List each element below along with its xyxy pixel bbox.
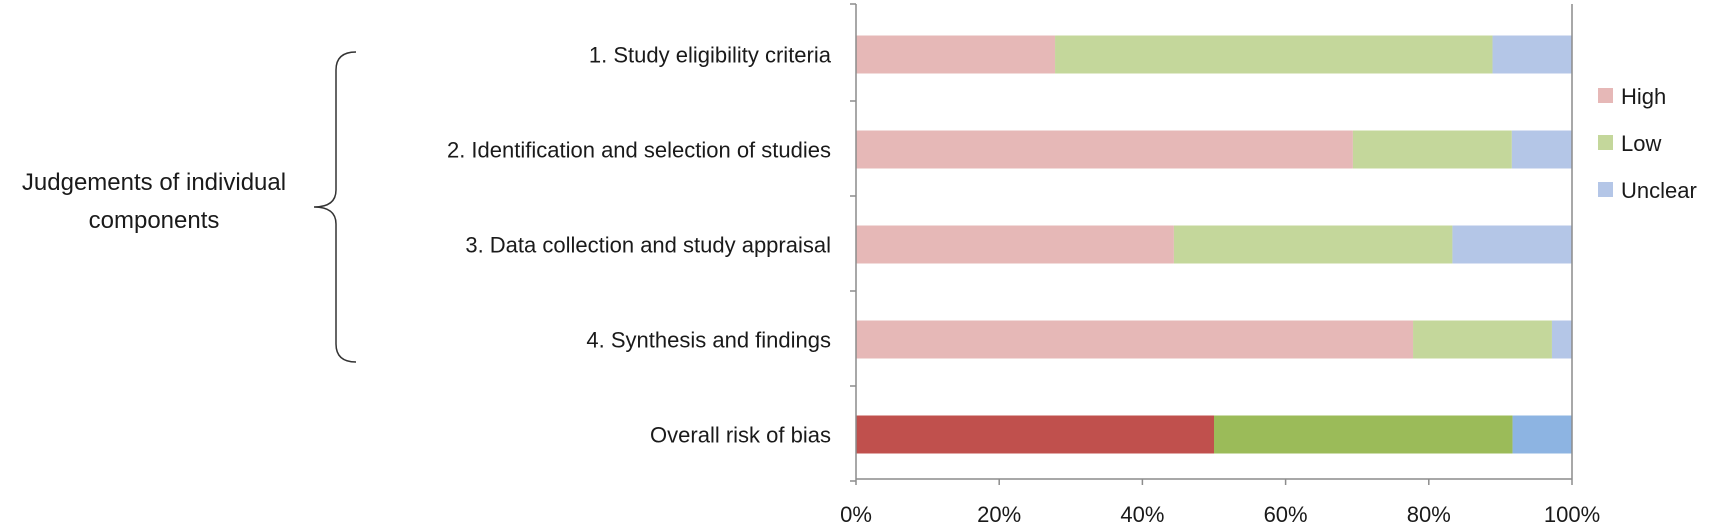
- x-tick-label: 0%: [840, 502, 872, 527]
- x-tick-label: 40%: [1120, 502, 1164, 527]
- bar-high-1: [856, 130, 1353, 169]
- bar-unclear-2: [1452, 225, 1572, 264]
- category-labels: 1. Study eligibility criteria 2. Identifi…: [447, 43, 832, 448]
- bar-high-3: [856, 320, 1414, 359]
- bar-high-4: [856, 415, 1214, 454]
- bar-high-0: [856, 35, 1056, 74]
- group-label-line-0: Judgements of individual: [22, 169, 286, 196]
- legend-label-high: High: [1621, 84, 1666, 109]
- legend-swatch-high: [1598, 88, 1613, 103]
- x-tick-label: 80%: [1407, 502, 1451, 527]
- bar-low-0: [1055, 35, 1493, 74]
- group-label-line-1: components: [89, 207, 220, 234]
- bar-low-4: [1214, 415, 1513, 454]
- bar-unclear-1: [1511, 130, 1572, 169]
- x-tick-label: 100%: [1544, 502, 1600, 527]
- bar-unclear-3: [1551, 320, 1572, 359]
- legend-swatch-low: [1598, 135, 1613, 150]
- category-label-0: 1. Study eligibility criteria: [589, 43, 832, 68]
- x-tick-label: 60%: [1264, 502, 1308, 527]
- category-label-3: 4. Synthesis and findings: [586, 328, 831, 353]
- bar-unclear-0: [1492, 35, 1572, 74]
- bar-low-3: [1413, 320, 1552, 359]
- x-tick-labels: 0% 20% 40% 60% 80% 100%: [840, 502, 1600, 527]
- category-label-2: 3. Data collection and study appraisal: [465, 233, 831, 258]
- bars-layer: [856, 35, 1572, 454]
- curly-brace: [313, 51, 357, 363]
- legend-swatch-unclear: [1598, 182, 1613, 197]
- bar-unclear-4: [1512, 415, 1572, 454]
- group-annotation: Judgements of individual components: [22, 51, 357, 363]
- legend-label-unclear: Unclear: [1621, 178, 1697, 203]
- bar-low-1: [1352, 130, 1512, 169]
- x-tick-label: 20%: [977, 502, 1021, 527]
- axis-layer: [850, 3, 1573, 485]
- bar-low-2: [1173, 225, 1453, 264]
- category-label-4: Overall risk of bias: [650, 423, 831, 448]
- legend: High Low Unclear: [1598, 84, 1697, 203]
- legend-label-low: Low: [1621, 131, 1661, 156]
- bar-high-2: [856, 225, 1174, 264]
- category-label-1: 2. Identification and selection of studi…: [447, 138, 831, 163]
